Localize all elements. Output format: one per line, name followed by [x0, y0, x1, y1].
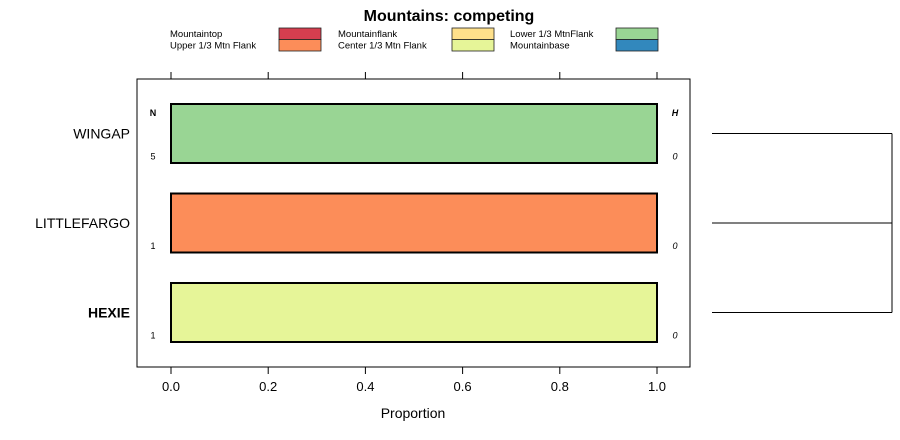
legend-label: Mountaintop [170, 29, 222, 40]
n-value: 5 [150, 152, 155, 162]
x-tick-label: 0.4 [356, 379, 374, 394]
n-value: 1 [150, 241, 155, 251]
category-label: WINGAP [73, 126, 130, 142]
legend-label: Upper 1/3 Mtn Flank [170, 41, 256, 52]
x-axis-label: Proportion [381, 405, 446, 421]
h-value: 0 [672, 331, 677, 341]
category-label: LITTLEFARGO [35, 215, 130, 231]
legend-swatch [278, 39, 322, 52]
legend-swatch [278, 27, 322, 40]
x-tick-label: 0.2 [259, 379, 277, 394]
chart-title: Mountains: competing [364, 8, 535, 25]
dendrogram [712, 133, 893, 313]
legend-label: Mountainbase [510, 41, 570, 52]
x-tick-label: 1.0 [648, 379, 666, 394]
bar-segment [170, 103, 658, 164]
x-tick-label: 0.8 [551, 379, 569, 394]
h-value: 0 [672, 152, 677, 162]
plot-frame [136, 78, 691, 368]
legend-swatch [451, 39, 495, 52]
x-tick-label: 0.0 [162, 379, 180, 394]
legend-swatch [615, 27, 659, 40]
legend-swatch [615, 39, 659, 52]
n-header: N [150, 108, 157, 118]
category-label: HEXIE [88, 305, 130, 321]
legend-label: Mountainflank [338, 29, 397, 40]
bars: WINGAP 5 0 LITTLEFARGO 1 0 HEXIE 1 0 [35, 103, 678, 343]
legend-label: Lower 1/3 MtnFlank [510, 29, 594, 40]
legend-label: Center 1/3 Mtn Flank [338, 41, 427, 52]
x-tick-label: 0.6 [454, 379, 472, 394]
h-header: H [672, 108, 679, 118]
bar-segment [170, 282, 658, 343]
n-value: 1 [150, 331, 155, 341]
legend-swatch [451, 27, 495, 40]
bar-segment [170, 192, 658, 254]
h-value: 0 [672, 241, 677, 251]
x-axis: 0.0 0.2 0.4 0.6 0.8 1.0 [162, 72, 666, 394]
